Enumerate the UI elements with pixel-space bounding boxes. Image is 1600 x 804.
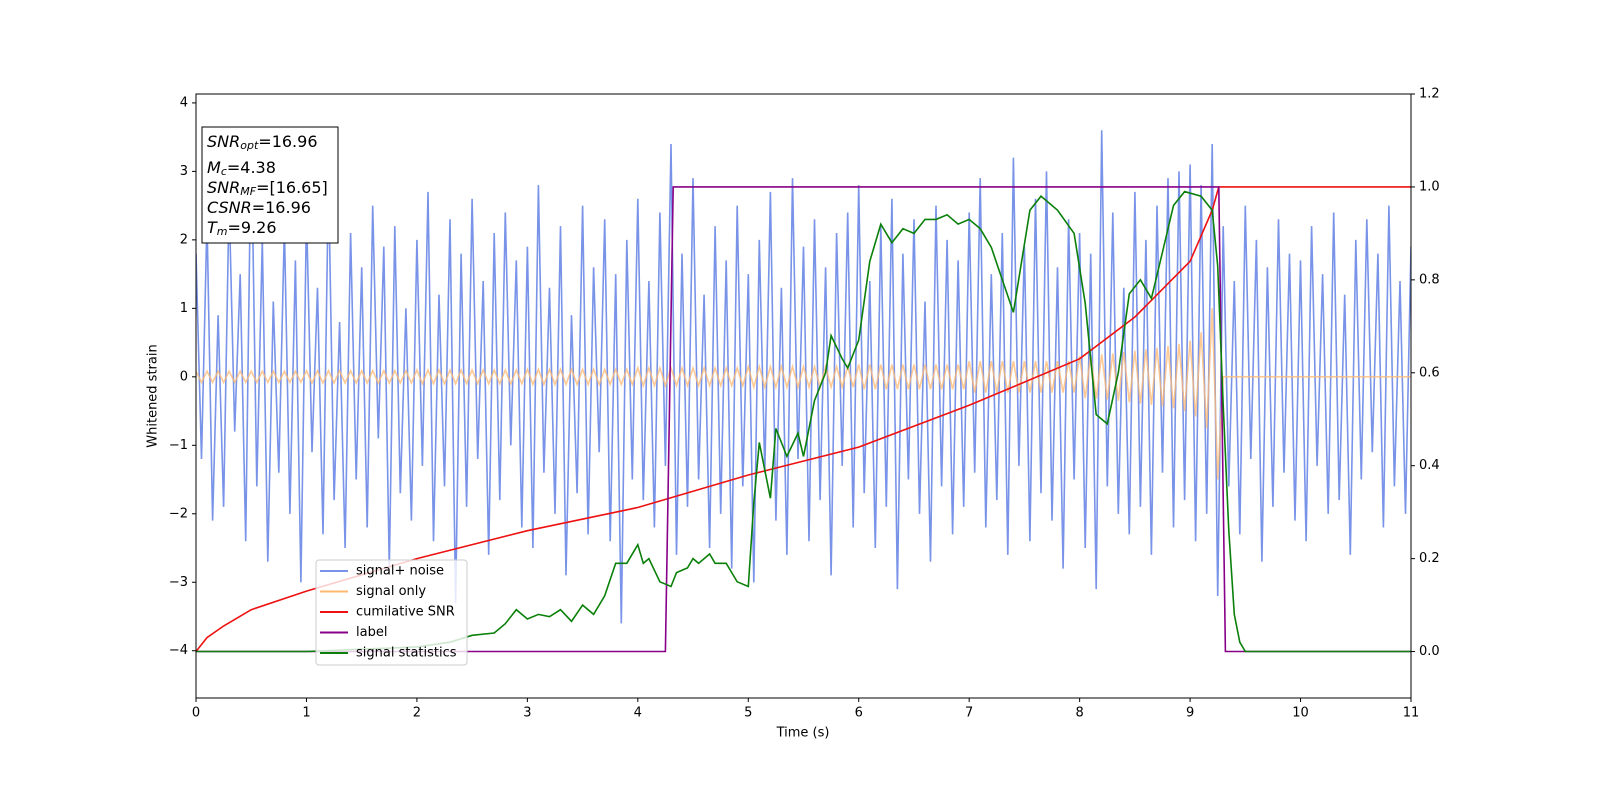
annotation-subscript: m <box>217 225 228 238</box>
y-tick-label: 1 <box>180 301 188 316</box>
annotation-subscript: c <box>221 165 227 178</box>
y-tick-label: −1 <box>169 438 188 453</box>
x-tick-label: 2 <box>413 706 421 721</box>
annotation-value: =[16.65] <box>256 178 328 197</box>
annotation-value: =16.96 <box>252 198 311 217</box>
annotation-line: Tm=9.26 <box>207 218 277 239</box>
legend-label: signal only <box>356 584 426 599</box>
x-tick-label: 0 <box>192 706 200 721</box>
x-axis-label: Time (s) <box>776 726 830 741</box>
legend-frame <box>315 559 468 666</box>
y2-tick-label: 1.2 <box>1419 87 1440 102</box>
x-tick-label: 7 <box>965 706 973 721</box>
y2-tick-label: 0.4 <box>1419 458 1440 473</box>
legend: signal+ noise signal only cumilative SNR la… <box>315 559 468 666</box>
annotation-subscript: MF <box>240 185 256 198</box>
y-tick-label: 2 <box>180 232 188 247</box>
annotation-symbol: T <box>207 218 218 237</box>
series-line <box>196 190 1411 653</box>
annotation-value: =9.26 <box>228 218 277 237</box>
annotation-line: CSNR=16.96 <box>207 198 311 217</box>
y2-tick-label: 1.0 <box>1419 179 1440 194</box>
annotation-line: Mc=4.38 <box>207 158 276 179</box>
axes-frame <box>195 93 1412 699</box>
plot-area <box>196 130 1411 653</box>
y-axis-label: Whitened strain <box>146 344 161 447</box>
y-tick-label: 0 <box>180 369 188 384</box>
y2-tick-label: 0.0 <box>1419 644 1440 659</box>
annotation-symbol: SNR <box>207 132 240 151</box>
y-tick-label: 3 <box>180 164 188 179</box>
x-tick-label: 10 <box>1292 706 1309 721</box>
annotation-frame <box>201 126 339 244</box>
y2-tick-label: 0.2 <box>1419 551 1440 566</box>
y-tick-label: −4 <box>169 643 188 658</box>
x-tick-label: 5 <box>744 706 752 721</box>
y2-tick-label: 0.6 <box>1419 365 1440 380</box>
x-tick-label: 3 <box>523 706 531 721</box>
annotation-subscript: opt <box>240 139 259 152</box>
x-tick-label: 1 <box>302 706 310 721</box>
x-tick-label: 11 <box>1403 706 1420 721</box>
y-tick-label: −2 <box>169 506 188 521</box>
x-tick-label: 4 <box>634 706 642 721</box>
legend-label: label <box>356 625 387 640</box>
annotation-value: =4.38 <box>227 158 276 177</box>
annotation-line: SNRMF=[16.65] <box>207 178 328 199</box>
y-tick-label: −3 <box>169 575 188 590</box>
annotation-symbol: CSNR <box>207 198 252 217</box>
annotation-symbol: M <box>207 158 221 177</box>
legend-label: cumilative SNR <box>356 605 455 620</box>
annotation-symbol: SNR <box>207 178 240 197</box>
annotation-box: SNRopt=16.96Mc=4.38SNRMF=[16.65]CSNR=16.… <box>201 126 339 244</box>
x-tick-label: 6 <box>855 706 863 721</box>
annotation-value: =16.96 <box>258 132 317 151</box>
x-tick-label: 9 <box>1186 706 1194 721</box>
y2-tick-label: 0.8 <box>1419 272 1440 287</box>
legend-label: signal statistics <box>356 646 457 661</box>
legend-label: signal+ noise <box>356 564 444 579</box>
series-line <box>196 186 1411 652</box>
x-tick-label: 8 <box>1075 706 1083 721</box>
y-tick-label: 4 <box>180 95 188 110</box>
annotation-line: SNRopt=16.96 <box>207 132 318 153</box>
series-line <box>196 308 1411 480</box>
